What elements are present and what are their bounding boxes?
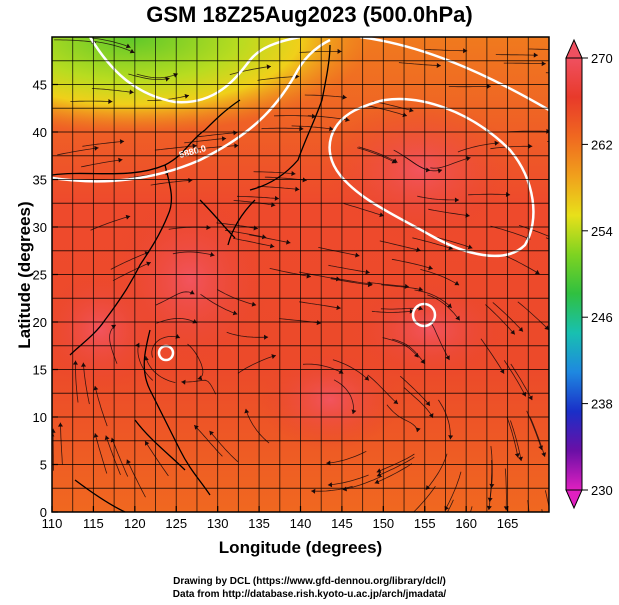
x-tick-label: 110 <box>42 516 63 531</box>
triangle-up-icon <box>565 38 583 59</box>
chart-title: GSM 18Z25Aug2023 (500.0hPa) <box>146 2 473 27</box>
x-axis-ticks: 110 115 120 125 130 135 140 145 150 155 160 165 <box>42 506 519 531</box>
colorbar-tick-label: 238 <box>591 397 613 412</box>
colorbar-gradient <box>565 57 583 491</box>
credit-data: Data from http://database.rish.kyoto-u.a… <box>172 589 447 600</box>
x-tick-label: 130 <box>207 516 229 531</box>
x-tick-label: 145 <box>331 516 353 531</box>
colorbar: 270 262 254 246 238 230 <box>565 38 613 510</box>
x-axis-label: Longitude (degrees) <box>218 538 383 557</box>
x-tick-label: 125 <box>165 516 187 531</box>
x-tick-label: 135 <box>248 516 270 531</box>
colorbar-ticks: 270 262 254 246 238 230 <box>582 51 613 498</box>
x-tick-label: 150 <box>372 516 394 531</box>
temperature-field: 5880.0 <box>52 37 549 512</box>
y-axis-ticks: 0 5 10 15 20 25 30 35 40 45 <box>33 78 58 520</box>
colorbar-tick-label: 230 <box>591 483 613 498</box>
coastlines <box>52 44 331 512</box>
y-tick-label: 30 <box>33 220 47 235</box>
x-tick-label: 140 <box>290 516 312 531</box>
wind-streamlines <box>52 37 549 512</box>
colorbar-tick-label: 246 <box>591 310 613 325</box>
grid-lines <box>51 36 550 513</box>
x-tick-label: 120 <box>124 516 146 531</box>
credit-drawing: Drawing by DCL (https://www.gfd-dennou.o… <box>173 576 446 587</box>
x-tick-label: 160 <box>455 516 477 531</box>
y-tick-label: 40 <box>33 125 47 140</box>
triangle-down-icon <box>565 489 583 510</box>
x-tick-label: 115 <box>83 516 104 531</box>
colorbar-tick-label: 254 <box>591 224 613 239</box>
y-tick-label: 25 <box>33 268 47 283</box>
colorbar-tick-label: 270 <box>591 51 613 66</box>
y-tick-label: 15 <box>33 363 47 378</box>
x-tick-label: 165 <box>497 516 519 531</box>
y-tick-label: 5 <box>40 458 47 473</box>
y-tick-label: 10 <box>33 410 47 425</box>
y-axis-label: Latitude (degrees) <box>15 201 34 349</box>
y-tick-label: 0 <box>40 505 47 520</box>
x-tick-label: 155 <box>414 516 436 531</box>
y-tick-label: 20 <box>33 315 47 330</box>
y-tick-label: 35 <box>33 173 47 188</box>
y-tick-label: 45 <box>33 78 47 93</box>
map-chart: 5880.0 110 115 120 125 130 135 140 145 150 155 160… <box>33 36 613 531</box>
colorbar-tick-label: 262 <box>591 137 613 152</box>
